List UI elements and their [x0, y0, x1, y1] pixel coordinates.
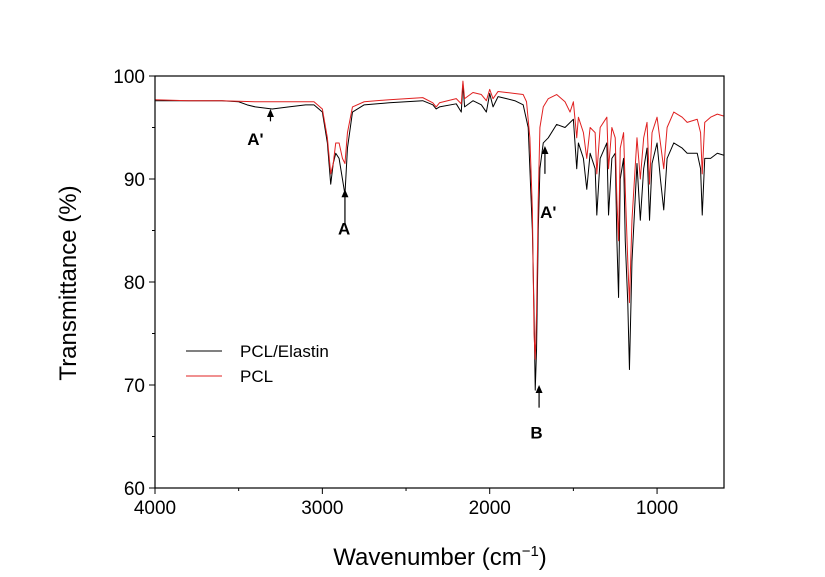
annotation-arrowhead — [341, 189, 349, 198]
ticks-layer: 4000 3000 2000 1000 60 70 80 90 100 — [113, 67, 678, 519]
y-tick-label: 70 — [124, 376, 145, 397]
x-axis-title: Wavenumber (cm−1) — [333, 543, 547, 571]
y-tick-label: 60 — [124, 479, 145, 500]
annotation-label: A — [338, 220, 350, 239]
annotation-label: B — [530, 424, 542, 443]
y-tick-label: 80 — [124, 273, 145, 294]
legend-label-pcl-elastin: PCL/Elastin — [240, 342, 329, 361]
legend-label-pcl: PCL — [240, 367, 273, 386]
x-tick-label: 3000 — [301, 498, 343, 519]
annotation-arrowhead — [541, 146, 549, 155]
y-axis-title: Transmittance (%) — [55, 185, 82, 380]
series-line-pcl — [155, 80, 724, 360]
y-tick-label: 100 — [113, 67, 145, 88]
x-tick-label: 4000 — [134, 498, 176, 519]
annotations-layer: A' A B A' — [247, 108, 556, 443]
legend: PCL/Elastin PCL — [186, 342, 329, 386]
y-tick-label: 90 — [124, 170, 145, 191]
annotation-label: A' — [247, 130, 263, 149]
series-layer — [155, 80, 724, 391]
annotation-arrowhead — [266, 108, 274, 117]
annotation-arrowhead — [535, 385, 543, 393]
x-tick-label: 2000 — [469, 498, 511, 519]
x-tick-label: 1000 — [636, 498, 678, 519]
annotation-label: A' — [540, 203, 556, 222]
series-line-pcl-elastin — [155, 83, 724, 391]
